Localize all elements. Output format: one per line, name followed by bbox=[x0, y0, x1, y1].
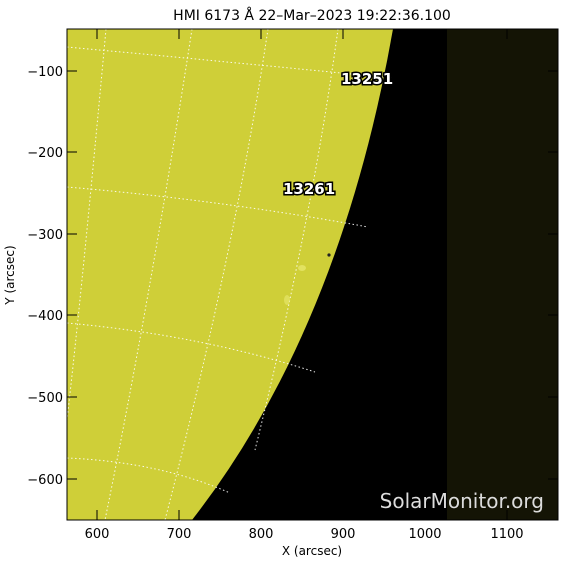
x-tick-label: 700 bbox=[167, 527, 192, 542]
watermark: SolarMonitor.org bbox=[380, 489, 544, 513]
x-tick-label: 1100 bbox=[490, 527, 523, 542]
x-tick-label: 800 bbox=[249, 527, 274, 542]
map-title: HMI 6173 Å 22–Mar–2023 19:22:36.100 bbox=[173, 7, 451, 24]
solar-disk bbox=[67, 29, 393, 520]
y-axis-label: Y (arcsec) bbox=[3, 245, 17, 305]
region-label: 13251 bbox=[341, 70, 393, 88]
x-tick-label: 600 bbox=[85, 527, 110, 542]
active-region-spots bbox=[284, 253, 331, 305]
plot-frame bbox=[66, 28, 559, 521]
y-tick-label: −600 bbox=[27, 473, 63, 488]
sunspot bbox=[327, 253, 331, 257]
grid-latitude-line bbox=[67, 457, 231, 494]
plage bbox=[284, 295, 290, 305]
plot-area: 13251 13261 bbox=[67, 29, 558, 520]
grid-latitude-line bbox=[67, 322, 316, 373]
y-tick-labels: −100 −200 −300 −400 −500 −600 bbox=[27, 65, 63, 488]
region-labels: 13251 13261 bbox=[282, 69, 395, 200]
y-tick-label: −500 bbox=[27, 391, 63, 406]
y-tick-label: −200 bbox=[27, 146, 63, 161]
grid-longitude-line bbox=[164, 29, 269, 520]
grid-latitude-line bbox=[67, 186, 369, 228]
x-tick-labels: 600 700 800 900 1000 1100 bbox=[85, 527, 524, 542]
y-tick-label: −100 bbox=[27, 65, 63, 80]
region-label: 13261 bbox=[283, 180, 335, 198]
y-tick-label: −400 bbox=[27, 309, 63, 324]
x-axis-ticks bbox=[96, 29, 508, 520]
plage bbox=[298, 265, 306, 271]
x-tick-label: 900 bbox=[331, 527, 356, 542]
y-axis-ticks bbox=[67, 70, 558, 480]
grid-longitude-line bbox=[67, 29, 107, 421]
x-axis-label: X (arcsec) bbox=[282, 544, 342, 558]
y-tick-label: −300 bbox=[27, 228, 63, 243]
dark-band bbox=[447, 29, 558, 520]
x-tick-label: 1000 bbox=[408, 527, 441, 542]
lat-lon-grid bbox=[67, 29, 393, 520]
grid-longitude-line bbox=[254, 29, 339, 451]
